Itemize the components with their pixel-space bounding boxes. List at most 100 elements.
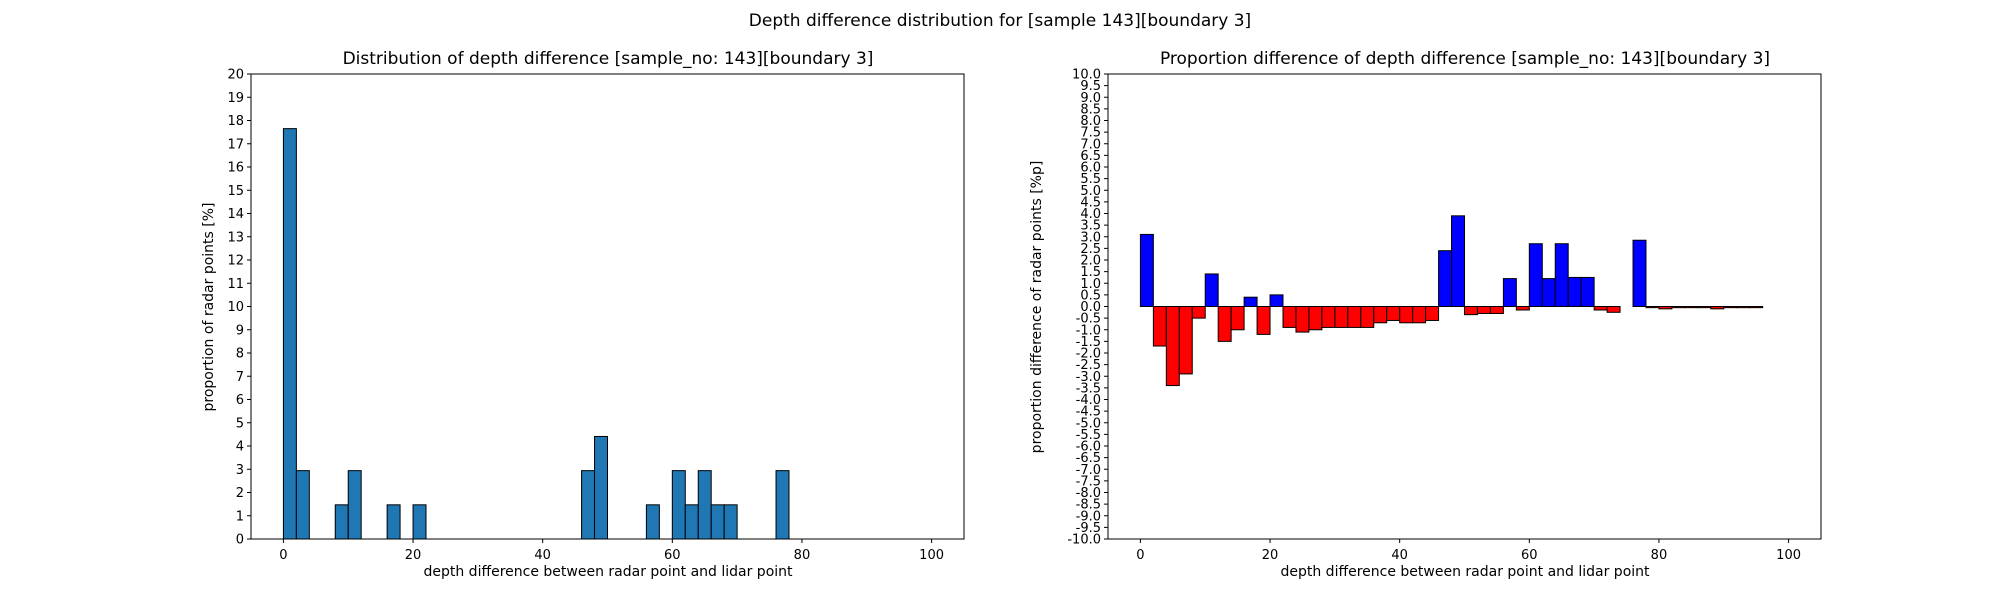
right-chart-bar xyxy=(1606,306,1621,313)
right-chart-bar xyxy=(1165,306,1180,387)
left-chart-ytick-label: 11 xyxy=(227,277,244,292)
right-chart-bar xyxy=(1360,306,1375,328)
right-chart-bar xyxy=(1697,306,1712,309)
right-chart-bar xyxy=(1191,306,1206,319)
right-chart-ytick-label: -6.5 xyxy=(1076,451,1101,466)
right-chart-bar xyxy=(1723,306,1738,309)
right-chart-bar xyxy=(1736,306,1751,309)
right-chart-bar xyxy=(1684,306,1699,309)
left-chart-ytick-label: 16 xyxy=(227,161,244,176)
left-chart-ytick-label: 13 xyxy=(227,230,244,245)
right-chart-ytick-label: -7.5 xyxy=(1076,474,1101,489)
right-chart-bar xyxy=(1282,306,1297,328)
right-chart-ytick-label: 6.0 xyxy=(1080,161,1101,176)
right-chart-bar xyxy=(1541,278,1556,308)
right-chart-ytick-label: -5.5 xyxy=(1076,428,1101,443)
right-chart-bar xyxy=(1152,306,1167,347)
right-chart-ytick-label: 6.5 xyxy=(1080,149,1101,164)
left-chart-ytick-label: 17 xyxy=(227,137,244,152)
left-chart-ylabel: proportion of radar points [%] xyxy=(201,202,217,411)
left-chart-xtick-label: 40 xyxy=(534,548,551,563)
right-chart-ytick-label: -5.0 xyxy=(1076,416,1101,431)
right-chart-ytick-label: -0.5 xyxy=(1076,312,1101,327)
left-chart-bar xyxy=(347,470,362,540)
right-chart-bar xyxy=(1230,306,1245,331)
left-chart-title: Distribution of depth difference [sample… xyxy=(343,49,874,69)
right-chart: Proportion difference of depth differenc… xyxy=(1029,49,1822,580)
left-chart-bar xyxy=(697,470,712,540)
left-chart-ytick-label: 18 xyxy=(227,114,244,129)
right-chart-ytick-label: 7.0 xyxy=(1080,137,1101,152)
right-chart-ytick-label: -8.0 xyxy=(1076,486,1101,501)
right-chart-bar xyxy=(1464,306,1478,316)
right-chart-ytick-label: 8.5 xyxy=(1080,102,1101,117)
right-chart-bar xyxy=(1554,243,1569,308)
right-chart-bar xyxy=(1658,306,1673,310)
right-chart-bar xyxy=(1645,306,1660,309)
right-chart-bar xyxy=(1451,215,1466,307)
right-chart-xlabel: depth difference between radar point and… xyxy=(1280,564,1650,580)
right-chart-ytick-label: -8.5 xyxy=(1076,498,1101,513)
right-chart-bar xyxy=(1580,276,1595,307)
left-chart-ytick-label: 10 xyxy=(227,300,244,315)
left-chart-frame xyxy=(250,73,965,540)
right-chart-bar xyxy=(1308,306,1323,331)
left-chart-xtick-label: 100 xyxy=(919,548,944,563)
right-chart-ytick-label: 1.0 xyxy=(1080,277,1101,292)
left-chart-ytick-label: 6 xyxy=(236,393,244,408)
left-chart-ytick-label: 3 xyxy=(236,463,244,478)
right-chart-ytick-label: 10.0 xyxy=(1072,68,1101,83)
left-chart-ytick-label: 2 xyxy=(236,486,244,501)
left-chart-xtick-label: 60 xyxy=(664,548,681,563)
right-chart-ytick-label: 0.0 xyxy=(1080,300,1101,315)
right-chart-ytick-label: 1.5 xyxy=(1080,265,1101,280)
right-chart-bar xyxy=(1334,306,1349,328)
right-chart-bar xyxy=(1528,243,1543,308)
right-chart-ytick-label: -3.5 xyxy=(1076,381,1101,396)
right-chart-xtick-label: 60 xyxy=(1521,548,1538,563)
right-chart-bar xyxy=(1321,306,1336,328)
left-chart-ytick-label: 5 xyxy=(236,416,244,431)
right-chart-ytick-label: 5.5 xyxy=(1080,172,1101,187)
left-chart-bar xyxy=(684,504,699,540)
right-chart-bar xyxy=(1671,306,1686,309)
right-chart-bar xyxy=(1178,306,1193,375)
right-chart-ytick-label: 4.5 xyxy=(1080,195,1101,210)
left-chart-ytick-label: 9 xyxy=(236,323,244,338)
left-chart-ytick-label: 7 xyxy=(236,370,244,385)
right-chart-ytick-label: -10.0 xyxy=(1067,533,1101,548)
right-chart-title: Proportion difference of depth differenc… xyxy=(1160,49,1770,69)
right-chart-bar xyxy=(1256,306,1271,335)
right-chart-ytick-label: 3.5 xyxy=(1080,219,1101,234)
right-chart-bar xyxy=(1425,306,1440,321)
left-chart-bar xyxy=(671,470,686,540)
left-chart-ytick-label: 19 xyxy=(227,91,244,106)
left-chart-xlabel: depth difference between radar point and… xyxy=(423,564,793,580)
left-chart-ytick-label: 4 xyxy=(236,440,244,455)
left-chart-ytick-label: 15 xyxy=(227,184,244,199)
right-chart-bar xyxy=(1139,233,1154,307)
right-chart-ytick-label: -1.5 xyxy=(1076,335,1101,350)
left-chart-bar xyxy=(386,504,401,540)
right-chart-ytick-label: 9.0 xyxy=(1080,91,1101,106)
left-chart-xtick-label: 20 xyxy=(405,548,422,563)
left-chart-xtick-label: 80 xyxy=(794,548,811,563)
left-chart-bar xyxy=(594,435,609,540)
right-chart-bar xyxy=(1632,239,1647,307)
left-chart-ytick-label: 20 xyxy=(227,68,244,83)
right-chart-bar xyxy=(1515,306,1530,311)
right-chart-bar xyxy=(1217,306,1232,342)
left-chart-ytick-label: 1 xyxy=(236,509,244,524)
left-chart-bar xyxy=(775,470,790,540)
right-chart-ytick-label: -9.0 xyxy=(1076,509,1101,524)
left-chart-ytick-label: 14 xyxy=(227,207,244,222)
right-chart-ytick-label: -9.5 xyxy=(1076,521,1101,536)
right-chart-xtick-label: 80 xyxy=(1651,548,1668,563)
left-chart-bar xyxy=(282,128,297,540)
right-chart-xtick-label: 20 xyxy=(1262,548,1279,563)
right-chart-bar xyxy=(1710,306,1725,310)
left-chart-xtick-label: 0 xyxy=(279,548,287,563)
right-chart-ytick-label: -3.0 xyxy=(1076,370,1101,385)
left-chart-ytick-label: 0 xyxy=(236,533,244,548)
